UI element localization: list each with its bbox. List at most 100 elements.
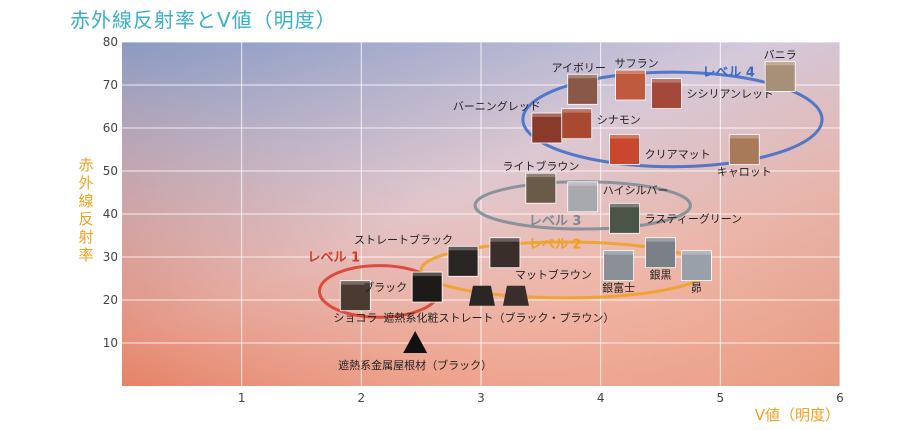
point-marker xyxy=(567,181,599,213)
point-highlight xyxy=(531,113,562,117)
point-label: ストレートブラック xyxy=(354,232,453,246)
point-label: ブラック xyxy=(363,280,407,294)
point-highlight xyxy=(567,74,598,79)
point-marker xyxy=(561,108,593,140)
data-point: 昴 xyxy=(681,250,712,295)
y-tick-label: 70 xyxy=(103,78,118,92)
point-highlight xyxy=(603,250,634,255)
point-marker xyxy=(609,202,640,234)
point-label: 遮熱系金属屋根材（ブラック） xyxy=(338,358,492,372)
point-highlight xyxy=(489,237,520,242)
level-label: レベル 4 xyxy=(702,65,755,80)
level-label: レベル 1 xyxy=(307,250,360,265)
point-label: 遮熱系化粧ストレート（ブラック・ブラウン） xyxy=(384,311,615,325)
level-label: レベル 3 xyxy=(529,214,582,229)
point-marker xyxy=(567,73,599,105)
point-marker xyxy=(615,69,646,101)
data-point: サフラン xyxy=(615,57,659,101)
point-marker xyxy=(502,285,529,306)
data-point: シナモン xyxy=(561,108,641,140)
data-point: シシリアンレッド xyxy=(651,78,774,109)
point-marker xyxy=(339,280,371,312)
x-tick-label: 3 xyxy=(477,391,485,405)
point-label: ショコラ xyxy=(333,312,377,325)
data-point: 遮熱系金属屋根材（ブラック） xyxy=(338,331,492,372)
point-highlight xyxy=(609,203,640,208)
point-highlight xyxy=(448,246,479,251)
point-marker xyxy=(403,331,428,353)
point-highlight xyxy=(609,134,640,139)
point-highlight xyxy=(651,78,682,83)
level-ellipse xyxy=(521,70,824,169)
point-label: 銀黒 xyxy=(650,268,672,282)
point-highlight xyxy=(615,70,646,74)
data-point: ライトブラウン xyxy=(502,159,579,204)
data-point: 銀黒 xyxy=(645,237,676,282)
point-label: クリアマット xyxy=(645,148,711,161)
point-label: シナモン xyxy=(597,113,641,126)
point-label: ライトブラウン xyxy=(502,159,579,173)
point-label: 銀富士 xyxy=(602,281,635,295)
level-label: レベル 2 xyxy=(529,237,582,252)
point-highlight xyxy=(567,181,598,186)
y-tick-label: 20 xyxy=(103,293,118,307)
point-label: ラスティーグリーン xyxy=(645,211,743,225)
data-point: ラスティーグリーン xyxy=(609,202,743,234)
y-tick-label: 30 xyxy=(103,250,118,264)
point-label: サフラン xyxy=(615,57,659,70)
point-label: キャロット xyxy=(717,166,772,179)
point-highlight xyxy=(412,272,443,277)
point-marker xyxy=(728,134,760,165)
y-tick-label: 50 xyxy=(103,164,118,178)
x-axis-label: V値（明度） xyxy=(755,406,840,424)
point-marker xyxy=(489,237,521,269)
point-label: バーニングレッド xyxy=(453,99,541,113)
point-marker xyxy=(651,78,682,109)
point-marker xyxy=(645,237,676,269)
point-marker xyxy=(411,271,443,303)
data-point: ブラック xyxy=(363,271,443,303)
point-marker xyxy=(681,250,712,282)
data-point: クリアマット xyxy=(609,134,711,165)
point-marker xyxy=(447,245,479,277)
y-tick-label: 80 xyxy=(103,35,118,49)
y-axis-label: 赤外線反射率 xyxy=(78,156,93,264)
data-point: マットブラウン xyxy=(489,237,592,282)
data-point: ショコラ xyxy=(333,280,377,325)
point-label: バニラ xyxy=(764,48,797,61)
data-point: 銀富士 xyxy=(602,250,635,295)
point-label: アイボリー xyxy=(551,61,605,74)
point-highlight xyxy=(561,108,592,113)
point-marker xyxy=(603,250,635,282)
y-tick-label: 60 xyxy=(103,121,118,135)
y-tick-label: 40 xyxy=(103,207,118,221)
x-tick-label: 4 xyxy=(597,391,605,405)
data-point: キャロット xyxy=(717,134,772,179)
point-highlight xyxy=(645,237,676,242)
point-marker xyxy=(609,134,640,165)
x-tick-label: 5 xyxy=(717,391,725,405)
point-marker xyxy=(468,285,495,306)
point-highlight xyxy=(525,173,556,178)
x-tick-label: 1 xyxy=(238,391,246,405)
point-highlight xyxy=(340,280,371,285)
point-label: ハイシルバー xyxy=(603,184,669,197)
chart-title: 赤外線反射率とV値（明度） xyxy=(70,8,337,32)
data-point: バニラ xyxy=(764,48,797,92)
data-point: ストレートブラック xyxy=(354,232,479,277)
point-label: シシリアンレッド xyxy=(686,88,774,101)
point-marker xyxy=(764,61,796,92)
point-label: 昴 xyxy=(691,282,702,295)
point-highlight xyxy=(729,134,760,139)
data-point: 遮熱系化粧ストレート（ブラック・ブラウン） xyxy=(384,285,615,325)
tick-labels: 1 2 3 4 5 6 10 20 30 40 50 60 70 80 xyxy=(103,35,844,405)
data-point: アイボリー xyxy=(551,61,606,105)
x-tick-label: 6 xyxy=(836,391,844,405)
point-label: マットブラウン xyxy=(515,268,592,282)
x-tick-label: 2 xyxy=(358,391,366,405)
point-highlight xyxy=(681,250,712,255)
data-point: ハイシルバー xyxy=(567,181,669,213)
point-marker xyxy=(525,172,557,204)
